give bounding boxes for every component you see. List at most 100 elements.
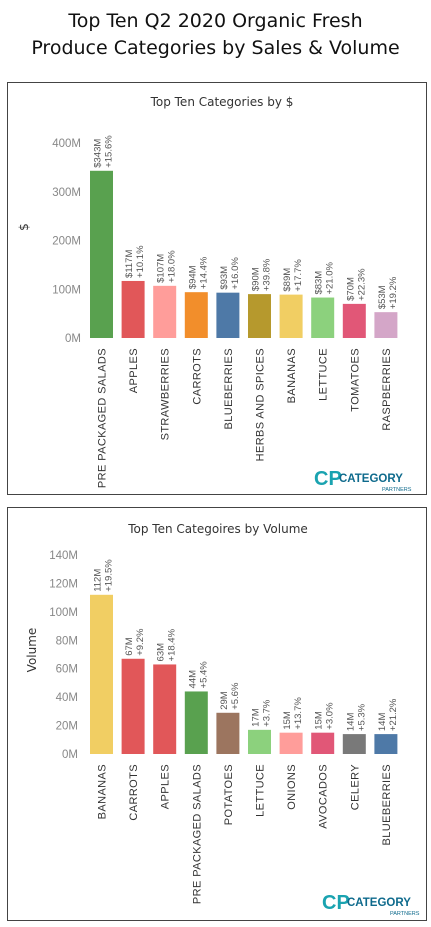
y-tick-label: 20M [56,721,78,733]
bar-change-label: +5.6% [230,682,241,710]
bar-value-label: $117M [124,250,135,278]
logo-subtitle: PARTNERS [382,487,412,493]
bar-change-label: +14.4% [198,256,209,289]
bar [374,734,398,754]
category-label: RASPBERRIES [381,348,393,431]
bar-change-label: +17.7% [293,259,304,292]
bar-change-label: +19.5% [104,559,115,592]
bar-change-label: +10.1% [135,245,146,278]
bar-value-label: $107M [156,254,167,283]
category-label: CARROTS [191,348,203,405]
category-label: LETTUCE [318,348,330,401]
category-label: CELERY [349,764,361,810]
category-label: CARROTS [128,764,140,821]
bar-change-label: +22.3% [356,268,367,301]
bar-value-label: 112M [93,569,104,592]
bar-change-label: +5.3% [356,703,367,731]
bar-change-label: +5.4% [198,661,209,689]
y-tick-label: 140M [49,550,78,562]
y-tick-label: 40M [56,692,78,704]
bar [121,658,145,754]
bar [216,712,240,754]
category-label: BLUEBERRIES [381,764,393,845]
logo-subtitle: PARTNERS [390,911,420,917]
category-label: BANANAS [97,764,109,819]
category-label: POTATOES [223,764,235,825]
bar-value-label: $343M [93,139,104,168]
page-title: Top Ten Q2 2020 Organic Fresh Produce Ca… [0,8,431,62]
bar [216,292,240,338]
bar-change-label: +39.8% [262,258,273,291]
volume-bar-chart: Top Ten Categoires by Volume Volume 0M 20M 4… [25,522,420,917]
page-title-line-2: Produce Categories by Sales & Volume [31,37,400,59]
bar-value-label: $53M [377,285,388,309]
bar [342,303,366,338]
y-tick-label: 120M [49,578,78,590]
bar-change-label: +13.7% [293,697,304,730]
logo-name: CATEGORY [339,473,403,485]
y-axis-label: $ [17,223,31,231]
sales-chart-panel: Top Ten Categories by $ $0M 100M 200M 300M 40… [7,82,427,495]
y-tick-label: 0M [62,749,78,761]
bar-change-label: +15.6% [104,135,115,168]
bar [184,292,208,338]
y-tick-label: 100M [52,284,81,296]
y-tick-label: 200M [52,236,81,248]
bar-value-label: 15M [282,711,293,730]
bar-value-label: 17M [251,708,262,727]
bar [279,294,303,338]
y-tick-label: 400M [52,138,81,150]
y-tick-label: 60M [56,664,78,676]
category-label: HERBS AND SPICES [255,348,267,461]
bar-change-label: +9.2% [135,628,146,656]
bar-change-label: +21.2% [388,698,399,731]
category-label: APPLES [160,764,172,809]
volume-chart-panel: Top Ten Categoires by Volume Volume 0M 20M 4… [7,507,427,921]
logo-mark: CP [314,468,342,490]
bar-value-label: $70M [345,277,356,301]
page-title-line-1: Top Ten Q2 2020 Organic Fresh [68,10,363,32]
category-label: TOMATOES [349,348,361,412]
y-tick-label: 0M [65,333,81,345]
bar-value-label: $94M [187,265,198,289]
bar-change-label: +19.2% [388,276,399,309]
bar-change-label: +18.0% [167,250,178,283]
logo-name: CATEGORY [347,897,411,909]
y-tick-label: 300M [52,187,81,199]
bar-value-label: $93M [219,266,230,290]
bar-value-label: 44M [187,670,198,689]
bar-change-label: +16.0% [230,257,241,290]
y-tick-label: 80M [56,635,78,647]
bar [311,297,335,338]
bar-value-label: $90M [251,267,262,291]
category-label: PRE PACKAGED SALADS [191,764,203,904]
chart-title: Top Ten Categoires by Volume [127,522,308,536]
category-label: PRE PACKAGED SALADS [97,348,109,488]
category-label: BANANAS [286,348,298,403]
bar [374,312,398,338]
logo-mark: CP [322,892,350,914]
bar-change-label: +3.0% [325,702,336,730]
category-label: ONIONS [286,764,298,810]
bar [248,729,271,754]
bar [248,294,271,338]
bar [153,664,177,754]
y-axis-label: Volume [25,628,39,673]
chart-title: Top Ten Categories by $ [150,95,294,109]
bar-change-label: +18.4% [167,628,178,661]
y-tick-label: 100M [49,607,78,619]
bar [121,280,145,338]
bar-value-label: 67M [124,637,135,656]
bar-value-label: 63M [156,643,167,662]
sales-bar-chart: Top Ten Categories by $ $0M 100M 200M 300M 40… [17,95,412,493]
bar [311,732,335,754]
bar-change-label: +21.0% [325,261,336,294]
bar [279,732,303,754]
bar-value-label: $83M [314,271,325,295]
category-label: LETTUCE [255,764,267,817]
bar-value-label: $89M [282,268,293,292]
bar [342,734,366,754]
bar-value-label: 15M [314,711,325,730]
